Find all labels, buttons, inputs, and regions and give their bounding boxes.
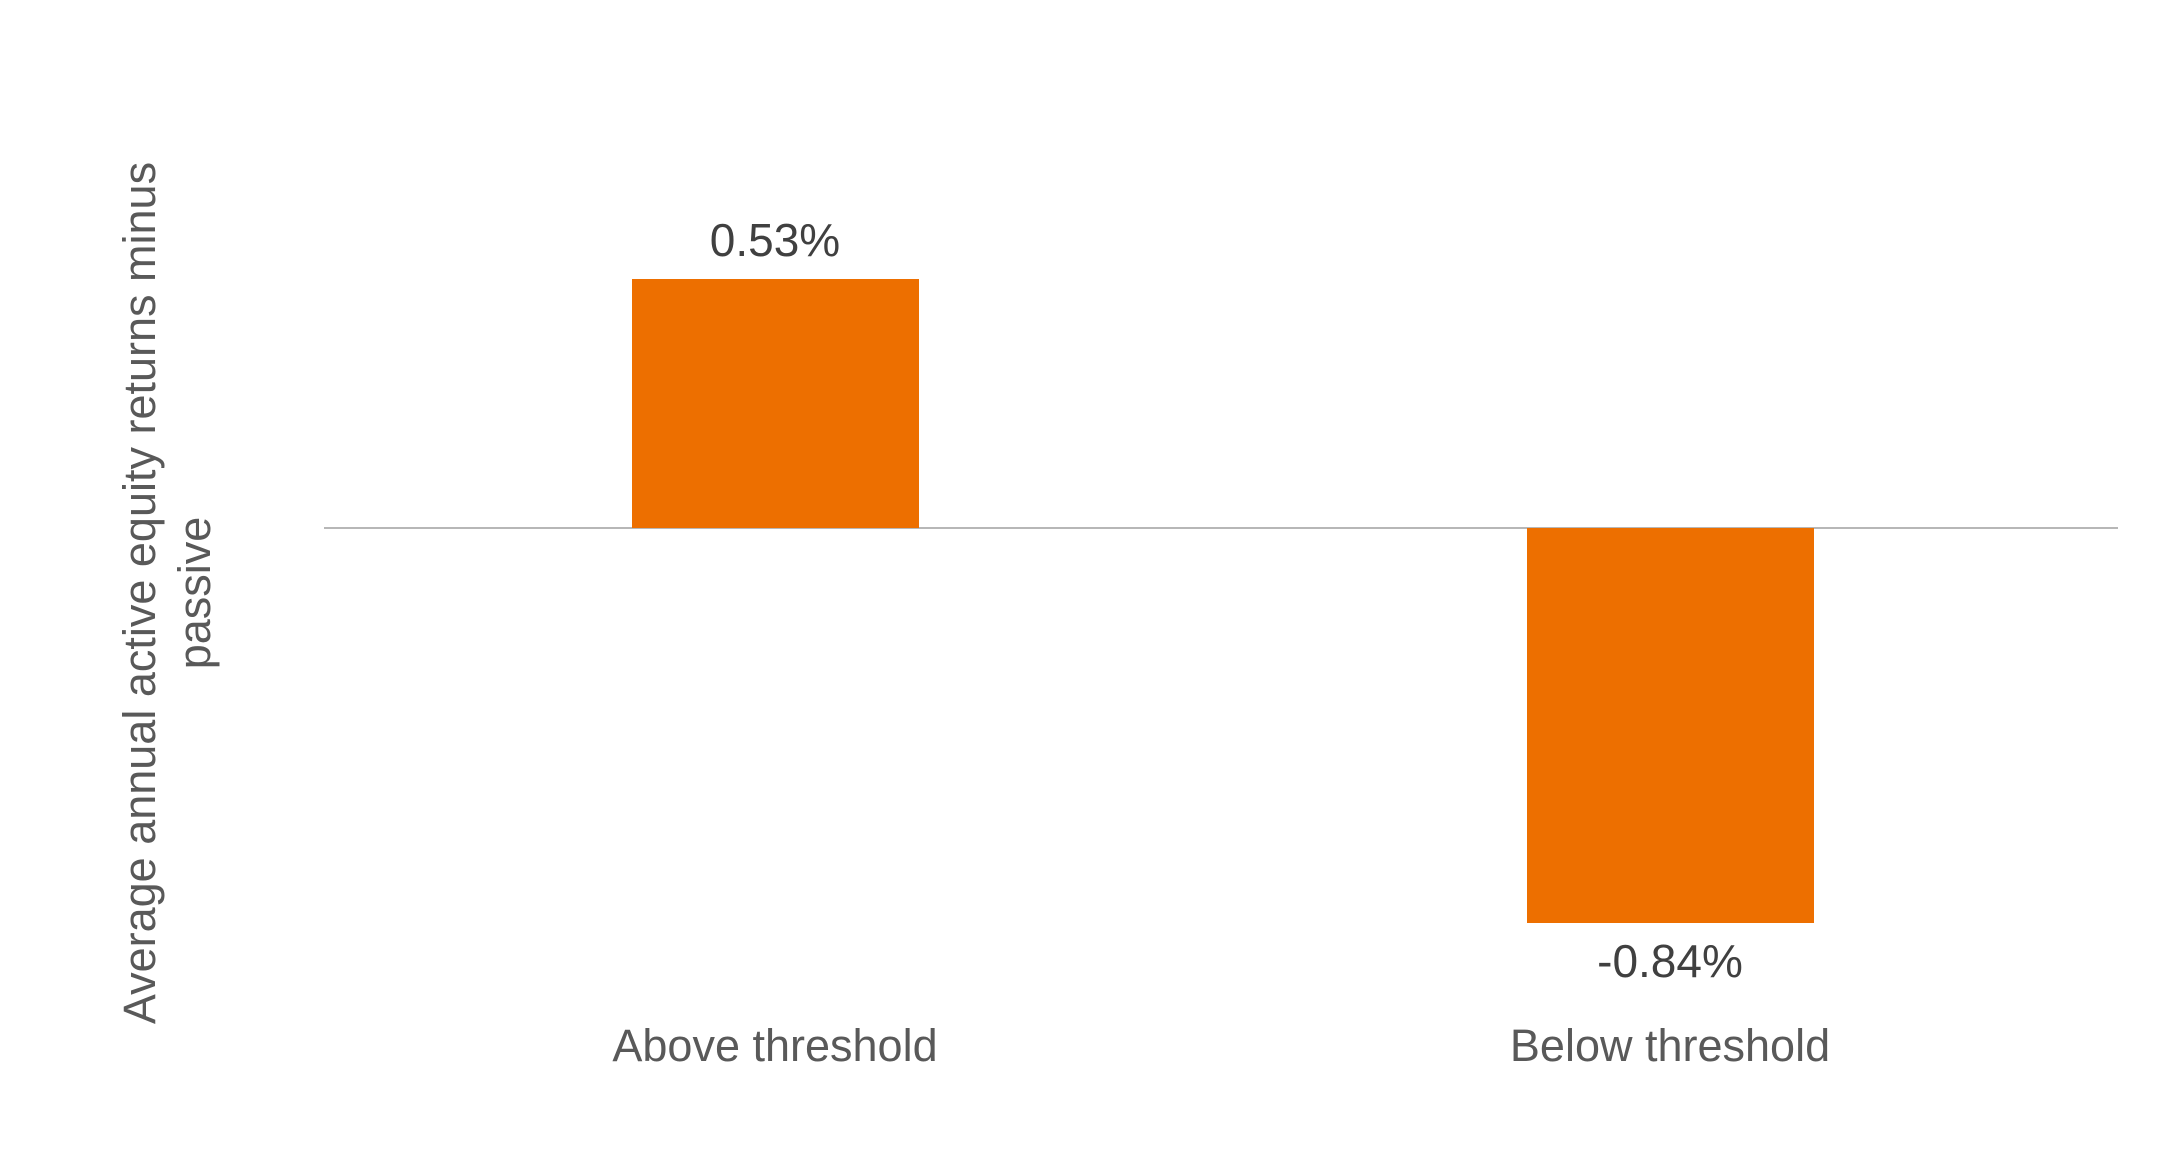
bar-below-threshold [1526, 528, 1814, 923]
value-label-above-threshold: 0.53% [709, 214, 841, 266]
bar-above-threshold [631, 279, 919, 528]
value-label-below-threshold: -0.84% [1597, 935, 1743, 987]
y-axis-title: Average annual active equity returns min… [112, 103, 222, 1083]
y-axis-title-line2: passive [169, 516, 220, 670]
category-label-above-threshold: Above threshold [612, 1020, 938, 1071]
category-label-below-threshold: Below threshold [1509, 1020, 1831, 1071]
zero-baseline [324, 527, 2118, 529]
y-axis-title-line1: Average annual active equity returns min… [114, 161, 165, 1025]
